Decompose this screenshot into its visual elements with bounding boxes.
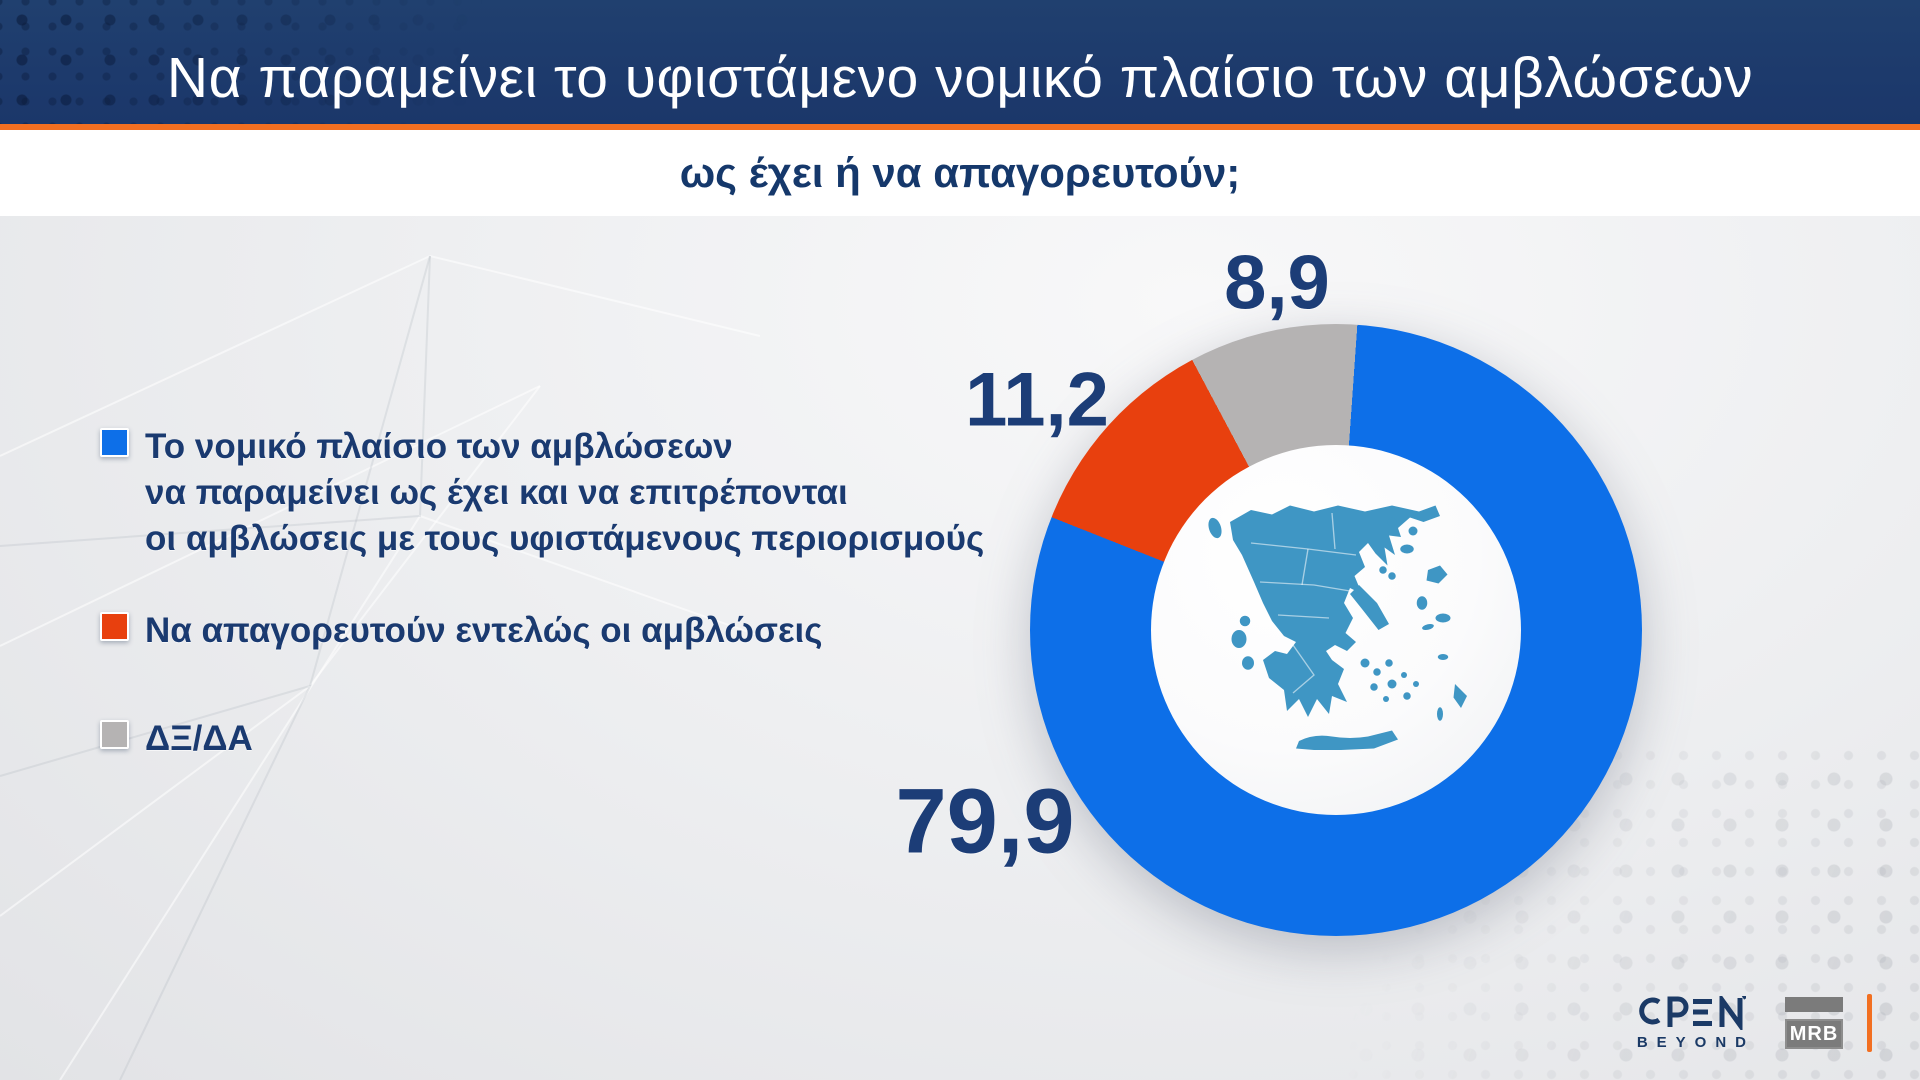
subtitle-band: ως έχει ή να απαγορευτούν; [0,130,1920,216]
legend-swatch-orange [100,612,129,641]
mrb-label: MRB [1789,1022,1839,1045]
legend-label: Το νομικό πλαίσιο των αμβλώσεων να παραμ… [145,427,985,558]
open-logo-mark [1639,995,1747,1030]
legend-label: ΔΞ/ΔΑ [145,719,253,758]
mrb-logo-bar [1785,997,1843,1012]
header-band: Να παραμείνει το υφιστάμενο νομικό πλαίσ… [0,0,1920,124]
open-tv-logo: BEYOND [1628,995,1755,1051]
header-dot-pattern [0,0,760,124]
page-title: Να παραμείνει το υφιστάμενο νομικό πλαίσ… [166,46,1754,110]
mrb-logo-box: MRB [1785,1019,1843,1049]
mrb-logo: MRB [1785,997,1843,1049]
greece-map [1208,505,1467,750]
legend-swatch-gray [100,720,129,749]
legend-item-keep-framework: Το νομικό πλαίσιο των αμβλώσεων να παραμ… [100,424,984,562]
value-label-gray: 8,9 [1224,240,1330,326]
legend-item-ban-abortion: Να απαγορευτούν εντελώς οι αμβλώσεις [100,608,822,654]
open-beyond-label: BEYOND [1636,1033,1755,1051]
legend-label: Να απαγορευτούν εντελώς οι αμβλώσεις [145,611,823,650]
value-label-orange: 11,2 [965,357,1109,443]
legend-item-dont-know: ΔΞ/ΔΑ [100,716,253,762]
header-orange-rule [0,124,1920,130]
branding: BEYOND MRB [1628,994,1872,1052]
orange-accent-line [1867,994,1872,1052]
donut-chart [1030,324,1642,936]
legend-swatch-blue [100,428,129,457]
donut-hole [1151,445,1521,815]
page-subtitle: ως έχει ή να απαγορευτούν; [679,149,1241,196]
value-label-blue: 79,9 [895,770,1075,873]
